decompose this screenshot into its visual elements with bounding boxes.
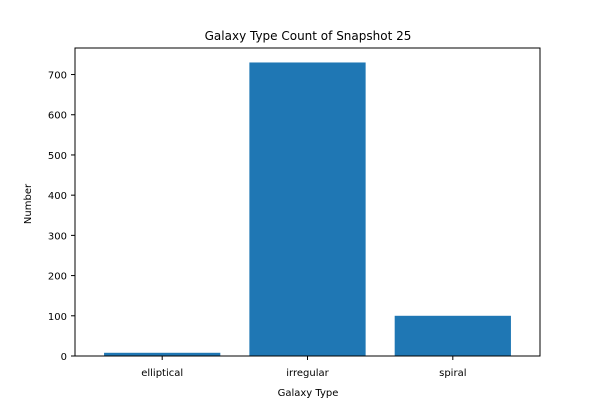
x-tick-label: spiral: [439, 368, 466, 379]
y-axis: 0 100 200 300 400 500 600 700: [48, 71, 75, 363]
y-tick-label: 300: [48, 231, 67, 242]
bar-irregular: [249, 62, 366, 357]
y-tick-label: 600: [48, 111, 67, 122]
y-tick-label: 0: [61, 352, 67, 363]
bars-group: [104, 62, 511, 357]
x-axis-label: Galaxy Type: [278, 388, 339, 399]
y-tick-label: 400: [48, 191, 67, 202]
chart-title: Galaxy Type Count of Snapshot 25: [205, 29, 412, 43]
bar-spiral: [394, 315, 511, 356]
y-tick-label: 100: [48, 312, 67, 323]
y-tick-label: 500: [48, 151, 67, 162]
bar-elliptical: [104, 352, 221, 356]
x-axis: elliptical irregular spiral: [141, 356, 466, 379]
x-tick-label: elliptical: [141, 368, 183, 379]
y-tick-label: 700: [48, 71, 67, 82]
x-tick-label: irregular: [286, 368, 329, 379]
y-axis-label: Number: [23, 183, 34, 224]
y-tick-label: 200: [48, 272, 67, 283]
